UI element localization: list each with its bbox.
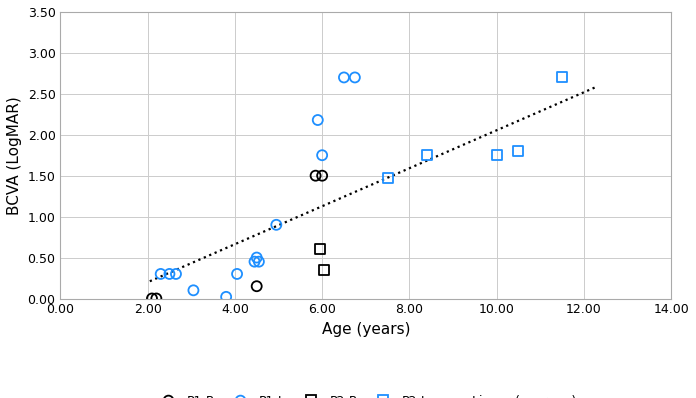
Point	[313, 117, 324, 123]
Point	[382, 175, 393, 181]
Point	[164, 271, 175, 277]
Point	[315, 246, 326, 253]
Point	[249, 258, 260, 265]
Y-axis label: BCVA (LogMAR): BCVA (LogMAR)	[7, 96, 22, 215]
Point	[338, 74, 349, 81]
Point	[251, 283, 262, 289]
Point	[155, 271, 166, 277]
Point	[491, 152, 503, 158]
Point	[171, 271, 182, 277]
Point	[271, 222, 282, 228]
Point	[557, 74, 568, 81]
Point	[232, 271, 243, 277]
Point	[253, 258, 264, 265]
Point	[319, 267, 330, 273]
Point	[251, 254, 262, 261]
Legend: P1-R, P1-L, P2-R, P2-L, Linear (average): P1-R, P1-L, P2-R, P2-L, Linear (average)	[150, 390, 582, 398]
Point	[221, 294, 232, 300]
Point	[146, 295, 157, 302]
Point	[151, 295, 162, 302]
X-axis label: Age (years): Age (years)	[322, 322, 410, 337]
Point	[513, 148, 524, 154]
Point	[310, 172, 321, 179]
Point	[349, 74, 361, 81]
Point	[317, 172, 328, 179]
Point	[317, 152, 328, 158]
Point	[188, 287, 199, 293]
Point	[421, 152, 432, 158]
